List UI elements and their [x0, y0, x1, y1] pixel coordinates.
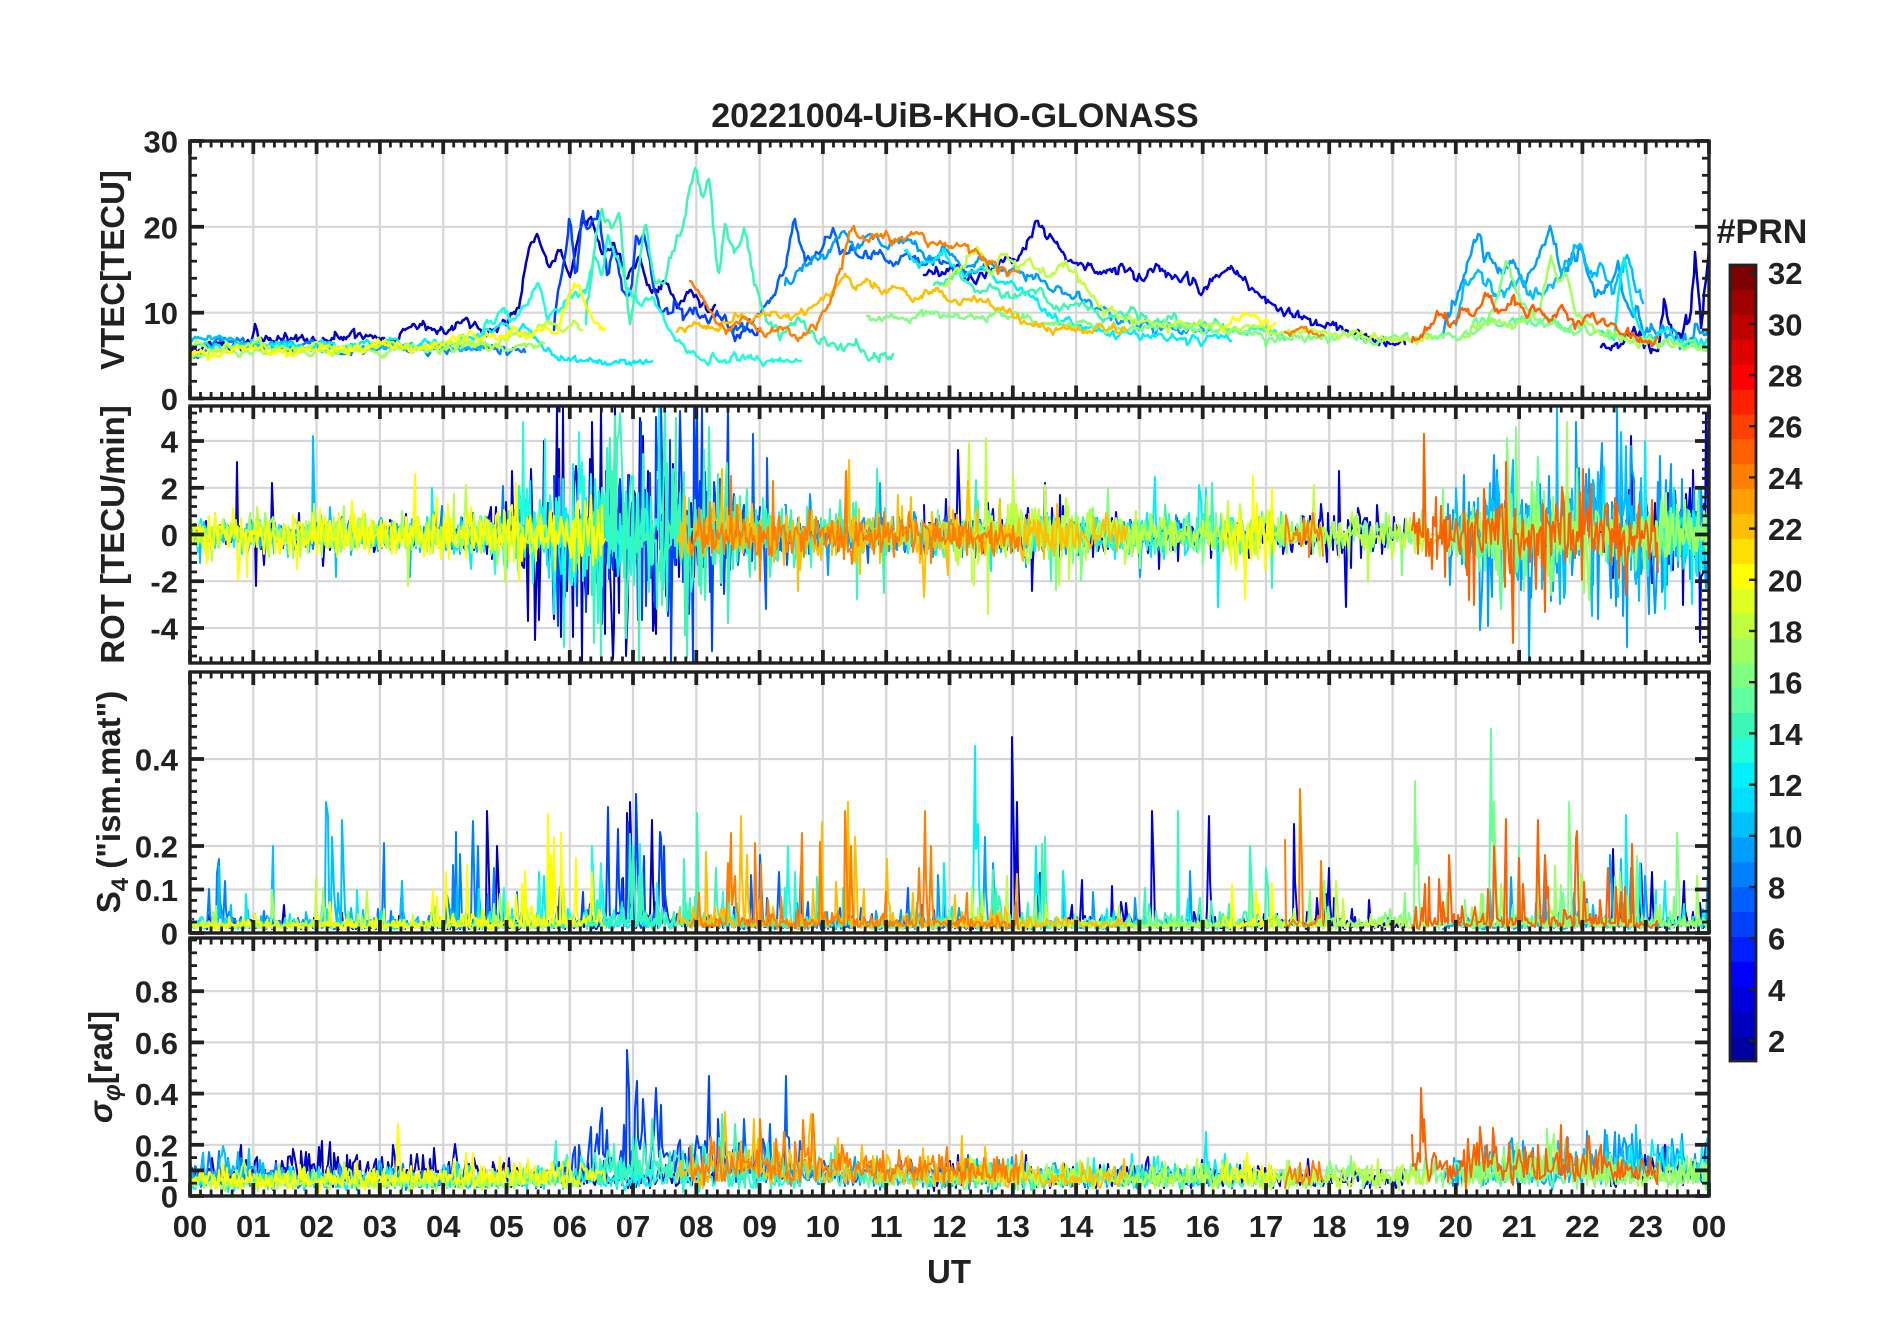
svg-text:8: 8 [1768, 871, 1785, 906]
svg-text:30: 30 [1768, 307, 1802, 342]
svg-text:07: 07 [616, 1209, 650, 1244]
svg-text:05: 05 [489, 1209, 523, 1244]
svg-text:01: 01 [236, 1209, 270, 1244]
svg-text:0: 0 [161, 518, 178, 553]
svg-text:16: 16 [1185, 1209, 1219, 1244]
svg-text:0.2: 0.2 [135, 830, 178, 865]
svg-text:15: 15 [1122, 1209, 1156, 1244]
svg-text:#PRN: #PRN [1717, 213, 1808, 251]
svg-text:22: 22 [1768, 512, 1802, 547]
svg-text:0.1: 0.1 [135, 873, 178, 908]
svg-text:0.4: 0.4 [135, 1077, 179, 1112]
svg-text:0.6: 0.6 [135, 1026, 178, 1061]
svg-text:16: 16 [1768, 666, 1802, 701]
svg-text:11: 11 [870, 1209, 903, 1244]
svg-text:12: 12 [932, 1209, 966, 1244]
svg-text:19: 19 [1375, 1209, 1409, 1244]
svg-text:0.8: 0.8 [135, 975, 178, 1010]
svg-text:0.1: 0.1 [135, 1154, 178, 1189]
svg-text:-4: -4 [150, 612, 178, 647]
svg-text:06: 06 [553, 1209, 587, 1244]
svg-text:22: 22 [1565, 1209, 1599, 1244]
svg-text:0.2: 0.2 [135, 1128, 178, 1163]
svg-text:20: 20 [144, 210, 178, 245]
svg-text:4: 4 [1768, 973, 1786, 1008]
svg-text:14: 14 [1059, 1209, 1094, 1244]
svg-text:21: 21 [1502, 1209, 1536, 1244]
svg-text:24: 24 [1768, 461, 1803, 496]
svg-text:09: 09 [742, 1209, 776, 1244]
svg-text:13: 13 [996, 1209, 1030, 1244]
svg-text:4: 4 [161, 425, 179, 460]
svg-text:08: 08 [679, 1209, 713, 1244]
svg-text:26: 26 [1768, 410, 1802, 445]
svg-text:14: 14 [1768, 717, 1803, 752]
svg-text:18: 18 [1768, 615, 1802, 650]
svg-text:0.4: 0.4 [135, 743, 179, 778]
svg-text:10: 10 [144, 296, 178, 331]
svg-text:ROT [TECU/min]: ROT [TECU/min] [94, 405, 131, 663]
svg-text:28: 28 [1768, 359, 1802, 394]
svg-text:12: 12 [1768, 768, 1802, 803]
svg-text:18: 18 [1312, 1209, 1346, 1244]
svg-text:σφ[rad]: σφ[rad] [82, 1011, 126, 1123]
svg-text:10: 10 [1768, 819, 1802, 854]
svg-text:20: 20 [1768, 563, 1802, 598]
svg-text:S4 ("ism.mat"): S4 ("ism.mat") [90, 691, 134, 914]
svg-text:23: 23 [1628, 1209, 1662, 1244]
svg-text:20: 20 [1439, 1209, 1473, 1244]
svg-text:17: 17 [1249, 1209, 1283, 1244]
svg-text:10: 10 [806, 1209, 840, 1244]
svg-text:00: 00 [173, 1209, 207, 1244]
svg-text:0: 0 [161, 1180, 178, 1215]
svg-text:03: 03 [363, 1209, 397, 1244]
svg-text:0: 0 [161, 382, 178, 417]
svg-text:0: 0 [161, 917, 178, 952]
svg-text:-2: -2 [150, 565, 178, 600]
svg-text:2: 2 [161, 471, 178, 506]
svg-text:20221004-UiB-KHO-GLONASS: 20221004-UiB-KHO-GLONASS [711, 97, 1198, 135]
svg-text:02: 02 [299, 1209, 333, 1244]
svg-text:UT: UT [927, 1253, 971, 1290]
svg-text:VTEC[TECU]: VTEC[TECU] [94, 170, 131, 370]
svg-text:32: 32 [1768, 256, 1802, 291]
svg-text:30: 30 [144, 125, 178, 160]
svg-text:2: 2 [1768, 1024, 1785, 1059]
svg-text:00: 00 [1692, 1209, 1726, 1244]
svg-text:04: 04 [426, 1209, 461, 1244]
svg-text:6: 6 [1768, 922, 1785, 957]
